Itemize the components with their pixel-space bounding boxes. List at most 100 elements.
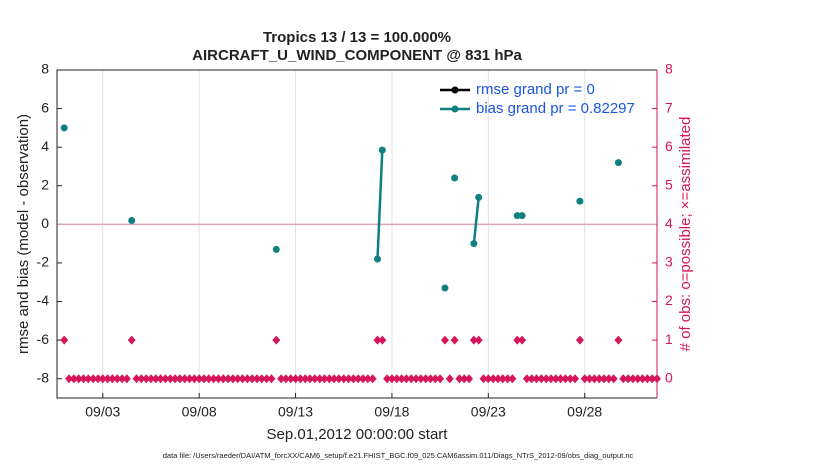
obs-count-marker: [551, 374, 560, 384]
obs-count-marker: [74, 374, 83, 384]
obs-count-marker: [301, 374, 310, 384]
y2-tick-label: 8: [665, 61, 673, 77]
obs-count-marker: [585, 374, 594, 384]
obs-count-marker: [484, 374, 493, 384]
obs-count-marker: [604, 374, 613, 384]
obs-count-marker: [508, 374, 517, 384]
obs-count-marker: [257, 374, 266, 384]
obs-count-marker: [566, 374, 575, 384]
y-axis-label: rmse and bias (model - observation): [15, 114, 32, 354]
obs-count-marker: [493, 374, 502, 384]
obs-count-marker: [465, 374, 474, 384]
obs-count-marker: [421, 374, 430, 384]
obs-count-marker: [378, 335, 387, 345]
obs-count-marker: [402, 374, 411, 384]
obs-count-marker: [498, 374, 507, 384]
legend-marker: [451, 86, 459, 94]
obs-count-marker: [532, 374, 541, 384]
y-tick-label: 8: [41, 61, 49, 77]
bias-point: [470, 240, 478, 248]
bias-point: [475, 193, 483, 201]
obs-count-marker: [233, 374, 242, 384]
obs-count-marker: [440, 335, 449, 345]
x-tick-label: 09/08: [182, 404, 217, 420]
bias-point: [576, 197, 584, 205]
obs-count-marker: [330, 374, 339, 384]
obs-count-marker: [108, 374, 117, 384]
y-tick-label: 2: [41, 176, 49, 192]
y-tick-label: -6: [37, 331, 50, 347]
bias-segment: [376, 150, 384, 260]
legend-marker: [451, 105, 459, 113]
obs-count-marker: [151, 374, 160, 384]
obs-count-marker: [310, 374, 319, 384]
x-tick-label: 09/28: [567, 404, 602, 420]
obs-count-marker: [65, 374, 74, 384]
obs-count-marker: [224, 374, 233, 384]
obs-count-marker: [571, 374, 580, 384]
obs-count-marker: [190, 374, 199, 384]
obs-count-marker: [412, 374, 421, 384]
obs-count-marker: [296, 374, 305, 384]
obs-count-marker: [243, 374, 252, 384]
obs-count-marker: [238, 374, 247, 384]
y2-axis-label: # of obs: o=possible; ×=assimilated: [677, 117, 694, 352]
bias-point: [513, 212, 521, 220]
obs-count-marker: [633, 374, 642, 384]
obs-count-marker: [137, 374, 146, 384]
obs-count-marker: [436, 374, 445, 384]
obs-count-marker: [214, 374, 223, 384]
obs-count-marker: [359, 374, 368, 384]
bias-point: [128, 216, 136, 224]
y2-tick-label: 1: [665, 331, 673, 347]
legend-label: rmse grand pr = 0: [476, 81, 595, 98]
obs-count-marker: [619, 374, 628, 384]
obs-count-marker: [407, 374, 416, 384]
obs-count-marker: [248, 374, 257, 384]
obs-count-marker: [363, 374, 372, 384]
obs-count-marker: [262, 374, 271, 384]
obs-count-marker: [209, 374, 218, 384]
obs-count-marker: [527, 374, 536, 384]
obs-count-marker: [537, 374, 546, 384]
obs-count-marker: [339, 374, 348, 384]
y2-tick-label: 6: [665, 138, 673, 154]
obs-count-marker: [142, 374, 151, 384]
obs-count-marker: [79, 374, 88, 384]
y2-tick-label: 5: [665, 176, 673, 192]
y2-tick-label: 2: [665, 292, 673, 308]
obs-count-marker: [84, 374, 93, 384]
obs-count-marker: [272, 335, 281, 345]
obs-count-marker: [267, 374, 276, 384]
y-tick-label: 6: [41, 99, 49, 115]
bias-point: [614, 159, 622, 167]
x-tick-label: 09/18: [374, 404, 409, 420]
obs-count-marker: [416, 374, 425, 384]
obs-count-marker: [474, 335, 483, 345]
obs-count-marker: [595, 374, 604, 384]
obs-count-marker: [392, 374, 401, 384]
bias-point: [272, 245, 280, 253]
obs-count-marker: [334, 374, 343, 384]
obs-count-marker: [132, 374, 141, 384]
obs-count-marker: [455, 374, 464, 384]
obs-count-marker: [286, 374, 295, 384]
x-tick-label: 09/23: [471, 404, 506, 420]
y2-tick-label: 7: [665, 99, 673, 115]
x-tick-label: 09/13: [278, 404, 313, 420]
obs-count-marker: [344, 374, 353, 384]
obs-count-marker: [522, 374, 531, 384]
obs-count-marker: [460, 374, 469, 384]
obs-count-marker: [325, 374, 334, 384]
obs-count-marker: [60, 335, 69, 345]
obs-count-marker: [175, 374, 184, 384]
y-tick-label: -8: [37, 369, 50, 385]
obs-count-marker: [253, 374, 261, 384]
bias-point: [441, 284, 449, 292]
obs-count-marker: [614, 335, 623, 345]
bias-point: [60, 124, 68, 132]
obs-count-marker: [368, 374, 377, 384]
obs-count-marker: [161, 374, 170, 384]
obs-count-marker: [127, 335, 136, 345]
